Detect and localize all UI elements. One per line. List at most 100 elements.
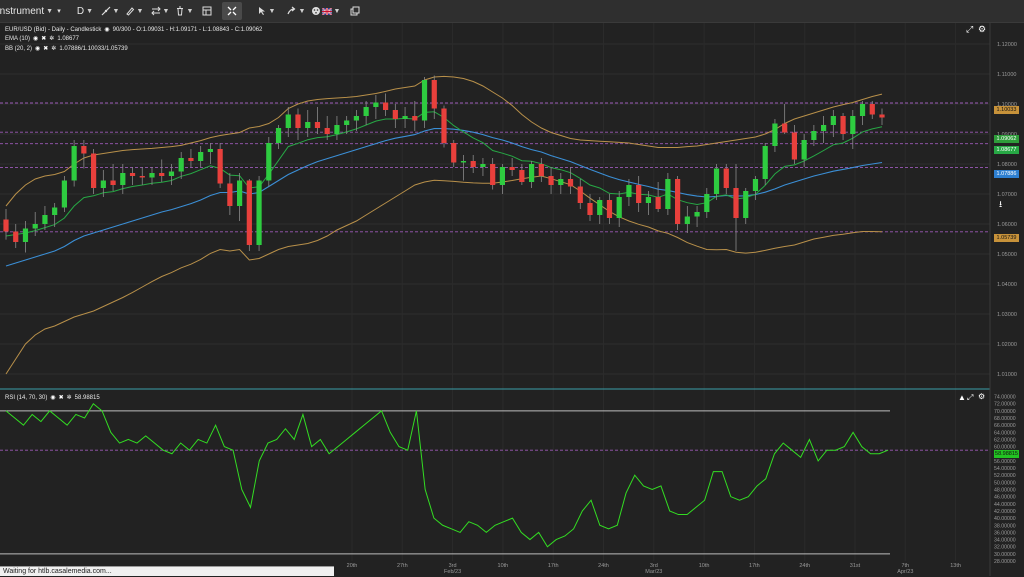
candle-body <box>373 102 379 107</box>
rsi-tick-label: 64.00000 <box>994 430 1016 436</box>
candle-body <box>421 80 428 121</box>
rsi-tick-label: 38.00000 <box>994 523 1016 529</box>
candle-body <box>665 179 671 209</box>
grid <box>0 23 990 561</box>
candle-body <box>275 128 282 143</box>
trash-icon <box>176 6 183 16</box>
candle-body <box>451 143 457 163</box>
cursor-tools-button[interactable]: ▼ <box>256 2 276 20</box>
price-tick-label: 1.12000 <box>997 42 1017 48</box>
ui-tool-button[interactable]: ▾ <box>52 2 66 20</box>
candle-body <box>22 228 29 242</box>
candle-body <box>791 132 797 160</box>
candle-body <box>383 102 389 110</box>
candle-body <box>655 197 661 209</box>
eye-icon[interactable]: ◉ <box>104 27 110 33</box>
close-icon[interactable]: ✖ <box>58 395 64 401</box>
candle-body <box>91 153 97 188</box>
maximize-panel-icon[interactable]: ⤢ <box>967 393 974 402</box>
gear-icon[interactable]: ✲ <box>51 46 57 52</box>
close-icon[interactable]: ✖ <box>43 46 49 52</box>
settings-panel-icon[interactable]: ⚙ <box>978 24 987 34</box>
candle-body <box>821 125 827 131</box>
candle-body <box>830 116 836 125</box>
time-tick-label: 24th <box>598 563 609 569</box>
gear-icon[interactable]: ✲ <box>66 395 72 401</box>
instrument-dropdown[interactable]: Instrument ▼ <box>0 2 53 20</box>
chevron-down-icon: ▼ <box>333 7 341 15</box>
ohlc-values: 90/300 - O:1.09031 - H:1.09171 - L:1.088… <box>112 26 263 33</box>
time-tick-label: 13th <box>950 563 961 569</box>
instrument-title: EUR/USD (Bid) - Daily - Candlestick <box>5 26 102 33</box>
candle-body <box>139 176 145 178</box>
candle-body <box>314 122 321 128</box>
candle-body <box>188 158 194 161</box>
rsi-tick-label: 60.00000 <box>994 445 1016 451</box>
price-tick-label: 1.10000 <box>997 102 1017 108</box>
time-tick-label: 20th <box>347 563 358 569</box>
candle-body <box>743 191 749 218</box>
bb-lower-tag: 1.05739 <box>994 234 1019 242</box>
candle-body <box>850 116 856 134</box>
language-tools-button[interactable]: ▼ <box>320 2 342 20</box>
cursor-icon <box>258 7 265 15</box>
trash-tools-button[interactable]: ▼ <box>174 2 194 20</box>
rsi-tick-label: 62.00000 <box>994 437 1016 443</box>
candle-body <box>460 161 467 163</box>
candle-body <box>344 120 350 125</box>
maximize-panel-icon[interactable]: ⤢ <box>966 24 974 34</box>
layout-icon <box>202 6 212 16</box>
candle-body <box>499 167 505 185</box>
time-tick-label: 10th <box>699 563 710 569</box>
candle-body <box>217 149 223 184</box>
candle-body <box>353 116 359 121</box>
window-tools-button[interactable] <box>348 2 362 20</box>
price-tick-label: 1.04000 <box>997 282 1017 288</box>
bb-legend: BB (20, 2) ◉ ✖ ✲ 1.07886/1.10033/1.05739 <box>5 45 128 53</box>
chevron-down-icon: ▼ <box>268 7 276 15</box>
candle-body <box>392 110 398 119</box>
price-chart[interactable]: 1.120001.110001.100001.090001.080001.070… <box>0 23 1024 576</box>
gear-icon[interactable]: ✲ <box>49 36 55 42</box>
eye-icon[interactable]: ◉ <box>50 395 56 401</box>
candle-body <box>675 179 681 224</box>
rsi-tick-label: 34.00000 <box>994 538 1016 544</box>
eye-icon[interactable]: ◉ <box>35 46 41 52</box>
windows-icon <box>350 6 360 16</box>
pen-tools-button[interactable]: ▼ <box>124 2 144 20</box>
time-tick-label: 3rd <box>650 563 658 569</box>
candle-body <box>616 197 622 218</box>
time-tick-label: 3rd <box>449 563 457 569</box>
rsi-tick-label: 28.00000 <box>994 559 1016 565</box>
crosshair-tool-button[interactable] <box>222 2 242 20</box>
candle-body <box>168 171 175 176</box>
rsi-tag: 58.98815 <box>994 450 1019 458</box>
share-tools-button[interactable]: ▼ <box>286 2 306 20</box>
chevron-down-icon: ▼ <box>46 7 54 15</box>
drawing-tools-button[interactable]: ▼ <box>100 2 120 20</box>
candle-body <box>178 158 184 172</box>
move-up-icon[interactable]: ▲ <box>958 393 966 402</box>
eye-icon[interactable]: ◉ <box>33 36 39 42</box>
layout-tools-button[interactable] <box>200 2 214 20</box>
candle-body <box>752 179 759 191</box>
scroll-to-price-icon[interactable]: ⭳ <box>999 199 1003 209</box>
candle-body <box>626 185 632 197</box>
compare-tools-button[interactable]: ▼ <box>150 2 170 20</box>
candle-body <box>470 161 476 167</box>
price-tick-label: 1.06000 <box>997 222 1017 228</box>
time-tick-sublabel: Apr/23 <box>897 569 913 575</box>
candle-body <box>237 180 243 206</box>
bb-values: 1.07886/1.10033/1.05739 <box>59 45 128 52</box>
rsi-tick-label: 44.00000 <box>994 502 1016 508</box>
candle-body <box>129 173 136 176</box>
candle-body <box>266 143 272 181</box>
candle-body <box>412 116 418 121</box>
rsi-tick-label: 30.00000 <box>994 552 1016 558</box>
crosshair-icon <box>227 6 237 16</box>
timeframe-dropdown[interactable]: D ▼ <box>76 2 94 20</box>
candle-body <box>159 173 165 176</box>
time-tick-label: 27th <box>397 563 408 569</box>
close-icon[interactable]: ✖ <box>41 36 47 42</box>
settings-panel-icon[interactable]: ⚙ <box>978 392 986 401</box>
